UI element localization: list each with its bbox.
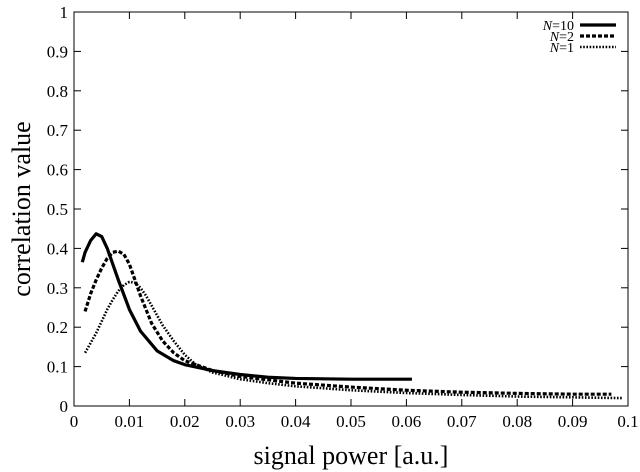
series-layer bbox=[80, 232, 623, 400]
tick-labels: 0 0.01 0.02 0.03 0.04 0.05 0.06 0.07 0.08 0.09 0.1… bbox=[47, 3, 639, 431]
x-tick-label: 0 bbox=[70, 412, 79, 431]
y-tick-label: 0.2 bbox=[47, 318, 68, 337]
x-tick-label: 0.08 bbox=[502, 412, 532, 431]
legend-label-n1: N=1 bbox=[549, 41, 574, 56]
x-tick-label: 0.02 bbox=[170, 412, 200, 431]
ticks bbox=[73, 11, 629, 407]
x-tick-label: 0.09 bbox=[558, 412, 588, 431]
y-axis-label: correlation value bbox=[7, 121, 36, 296]
y-tick-label: 0.1 bbox=[47, 358, 68, 377]
x-tick-label: 0.03 bbox=[225, 412, 255, 431]
x-tick-label: 0.04 bbox=[281, 412, 311, 431]
y-tick-label: 0.5 bbox=[47, 200, 68, 219]
x-tick-label: 0.07 bbox=[447, 412, 477, 431]
y-tick-label: 0.3 bbox=[47, 279, 68, 298]
legend: N=10N=2N=1 bbox=[542, 19, 616, 56]
x-tick-label: 0.06 bbox=[392, 412, 422, 431]
y-tick-label: 0 bbox=[60, 397, 69, 416]
y-tick-label: 0.9 bbox=[47, 42, 68, 61]
y-tick-label: 0.4 bbox=[47, 239, 69, 258]
y-tick-label: 0.8 bbox=[47, 82, 68, 101]
x-axis-label: signal power [a.u.] bbox=[254, 441, 449, 470]
x-tick-label: 0.05 bbox=[336, 412, 366, 431]
plot-frame bbox=[73, 11, 629, 407]
y-tick-label: 0.6 bbox=[47, 161, 68, 180]
legend-label-n10: N=10 bbox=[542, 19, 574, 34]
y-tick-label: 1 bbox=[60, 3, 69, 22]
series-line-n10 bbox=[80, 232, 412, 381]
x-tick-label: 0.01 bbox=[115, 412, 145, 431]
series-line-n1 bbox=[83, 280, 623, 400]
series-line-n2 bbox=[83, 249, 612, 396]
legend-label-n2: N=2 bbox=[549, 30, 574, 45]
x-tick-label: 0.1 bbox=[617, 412, 638, 431]
y-tick-label: 0.7 bbox=[47, 121, 69, 140]
